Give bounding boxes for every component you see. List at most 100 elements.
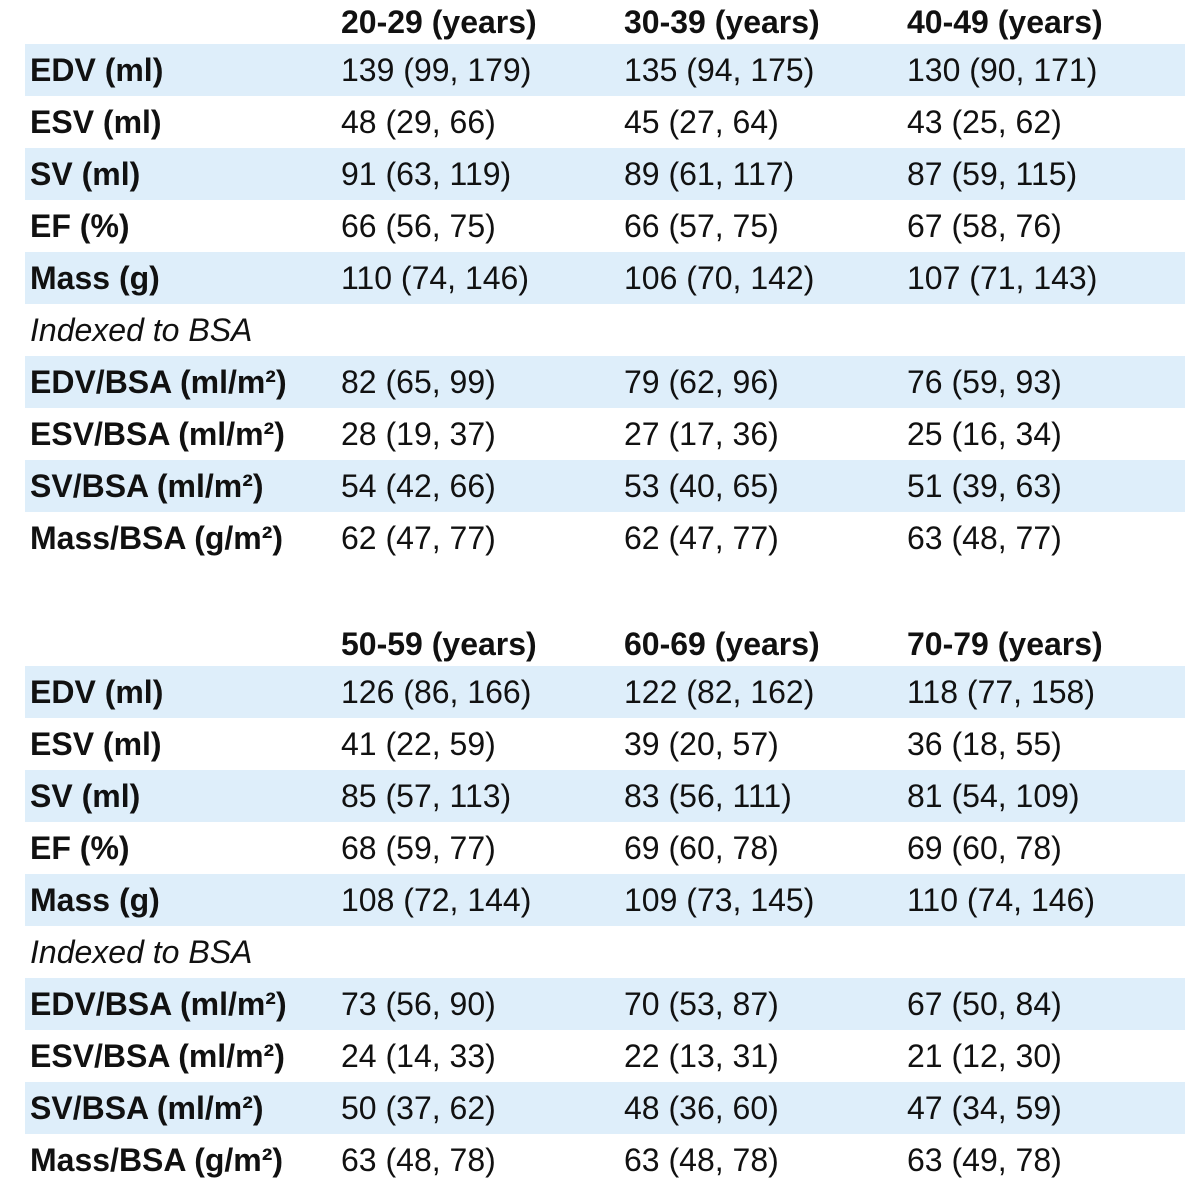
table-cell: 66 (57, 75): [624, 208, 779, 244]
table-cell: 51 (39, 63): [907, 468, 1062, 504]
column-header: 60-69 (years): [624, 626, 820, 662]
table-cell: 50 (37, 62): [341, 1090, 496, 1126]
row-label: Mass (g): [30, 260, 160, 296]
table-row: ESV/BSA (ml/m²) 24 (14, 33) 22 (13, 31) …: [0, 1030, 1185, 1082]
section-label-row: Indexed to BSA: [0, 926, 1185, 978]
table-cell: 110 (74, 146): [907, 882, 1095, 918]
column-header: 70-79 (years): [907, 626, 1103, 662]
table-cell: 69 (60, 78): [907, 830, 1062, 866]
table-cell: 85 (57, 113): [341, 778, 512, 814]
table-row: SV (ml) 85 (57, 113) 83 (56, 111) 81 (54…: [0, 770, 1185, 822]
row-label: SV (ml): [30, 778, 141, 814]
row-label: EF (%): [30, 830, 130, 866]
table-cell: 63 (48, 78): [624, 1142, 779, 1178]
table-cell: 36 (18, 55): [907, 726, 1062, 762]
row-label: EDV/BSA (ml/m²): [30, 986, 287, 1022]
table-row: ESV (ml) 48 (29, 66) 45 (27, 64) 43 (25,…: [0, 96, 1185, 148]
table-cell: 118 (77, 158): [907, 674, 1095, 710]
table-row: Mass/BSA (g/m²) 63 (48, 78) 63 (48, 78) …: [0, 1134, 1185, 1186]
table-cell: 62 (47, 77): [341, 520, 496, 556]
table-cell: 79 (62, 96): [624, 364, 779, 400]
table-row: EF (%) 68 (59, 77) 69 (60, 78) 69 (60, 7…: [0, 822, 1185, 874]
row-label: EDV (ml): [30, 674, 164, 710]
table-cell: 70 (53, 87): [624, 986, 779, 1022]
table-cell: 53 (40, 65): [624, 468, 779, 504]
table-cell: 63 (48, 77): [907, 520, 1062, 556]
table-cell: 68 (59, 77): [341, 830, 496, 866]
table-cell: 135 (94, 175): [624, 52, 815, 88]
table-header-row: 50-59 (years) 60-69 (years) 70-79 (years…: [0, 622, 1185, 666]
table-row: ESV (ml) 41 (22, 59) 39 (20, 57) 36 (18,…: [0, 718, 1185, 770]
table-row: SV/BSA (ml/m²) 54 (42, 66) 53 (40, 65) 5…: [0, 460, 1185, 512]
reference-table-young: 20-29 (years) 30-39 (years) 40-49 (years…: [0, 0, 1185, 564]
table-cell: 62 (47, 77): [624, 520, 779, 556]
table-cell: 63 (48, 78): [341, 1142, 496, 1178]
table-cell: 126 (86, 166): [341, 674, 532, 710]
table-row: EDV (ml) 126 (86, 166) 122 (82, 162) 118…: [0, 666, 1185, 718]
table-cell: 48 (36, 60): [624, 1090, 779, 1126]
table-cell: 48 (29, 66): [341, 104, 496, 140]
row-label: ESV/BSA (ml/m²): [30, 1038, 285, 1074]
table-cell: 27 (17, 36): [624, 416, 779, 452]
row-label: EDV/BSA (ml/m²): [30, 364, 287, 400]
table-cell: 89 (61, 117): [624, 156, 795, 192]
table-cell: 25 (16, 34): [907, 416, 1062, 452]
table-cell: 106 (70, 142): [624, 260, 815, 296]
table-row: EDV (ml) 139 (99, 179) 135 (94, 175) 130…: [0, 44, 1185, 96]
table-row: ESV/BSA (ml/m²) 28 (19, 37) 27 (17, 36) …: [0, 408, 1185, 460]
table-cell: 54 (42, 66): [341, 468, 496, 504]
table-header-row: 20-29 (years) 30-39 (years) 40-49 (years…: [0, 0, 1185, 44]
table-row: SV/BSA (ml/m²) 50 (37, 62) 48 (36, 60) 4…: [0, 1082, 1185, 1134]
table-row: SV (ml) 91 (63, 119) 89 (61, 117) 87 (59…: [0, 148, 1185, 200]
table-cell: 73 (56, 90): [341, 986, 496, 1022]
table-cell: 130 (90, 171): [907, 52, 1098, 88]
row-label: ESV/BSA (ml/m²): [30, 416, 285, 452]
row-label: EDV (ml): [30, 52, 164, 88]
column-header: 40-49 (years): [907, 4, 1103, 40]
section-label: Indexed to BSA: [30, 934, 253, 970]
row-label: ESV (ml): [30, 726, 162, 762]
table-cell: 76 (59, 93): [907, 364, 1062, 400]
table-cell: 69 (60, 78): [624, 830, 779, 866]
table-cell: 109 (73, 145): [624, 882, 815, 918]
row-label: SV/BSA (ml/m²): [30, 1090, 264, 1126]
reference-table-older: 50-59 (years) 60-69 (years) 70-79 (years…: [0, 622, 1185, 1186]
table-row: Mass (g) 110 (74, 146) 106 (70, 142) 107…: [0, 252, 1185, 304]
table-cell: 67 (58, 76): [907, 208, 1062, 244]
column-header: 20-29 (years): [341, 4, 537, 40]
table-cell: 122 (82, 162): [624, 674, 815, 710]
table-cell: 91 (63, 119): [341, 156, 512, 192]
table-cell: 87 (59, 115): [907, 156, 1078, 192]
table-cell: 82 (65, 99): [341, 364, 496, 400]
table-cell: 21 (12, 30): [907, 1038, 1062, 1074]
table-cell: 24 (14, 33): [341, 1038, 496, 1074]
table-cell: 81 (54, 109): [907, 778, 1080, 814]
row-label: Mass (g): [30, 882, 160, 918]
column-header: 50-59 (years): [341, 626, 537, 662]
row-label: ESV (ml): [30, 104, 162, 140]
table-row: Mass (g) 108 (72, 144) 109 (73, 145) 110…: [0, 874, 1185, 926]
table-cell: 45 (27, 64): [624, 104, 779, 140]
table-cell: 108 (72, 144): [341, 882, 532, 918]
row-label: EF (%): [30, 208, 130, 244]
row-label: SV/BSA (ml/m²): [30, 468, 264, 504]
table-row: EF (%) 66 (56, 75) 66 (57, 75) 67 (58, 7…: [0, 200, 1185, 252]
table-cell: 22 (13, 31): [624, 1038, 779, 1074]
table-cell: 47 (34, 59): [907, 1090, 1062, 1126]
row-label: Mass/BSA (g/m²): [30, 1142, 284, 1178]
table-cell: 66 (56, 75): [341, 208, 496, 244]
table-cell: 63 (49, 78): [907, 1142, 1062, 1178]
table-cell: 139 (99, 179): [341, 52, 532, 88]
table-row: EDV/BSA (ml/m²) 82 (65, 99) 79 (62, 96) …: [0, 356, 1185, 408]
section-label: Indexed to BSA: [30, 312, 253, 348]
table-row: EDV/BSA (ml/m²) 73 (56, 90) 70 (53, 87) …: [0, 978, 1185, 1030]
table-cell: 41 (22, 59): [341, 726, 496, 762]
row-label: Mass/BSA (g/m²): [30, 520, 284, 556]
section-label-row: Indexed to BSA: [0, 304, 1185, 356]
table-cell: 83 (56, 111): [624, 778, 792, 814]
row-label: SV (ml): [30, 156, 141, 192]
table-cell: 28 (19, 37): [341, 416, 496, 452]
column-header: 30-39 (years): [624, 4, 820, 40]
table-cell: 107 (71, 143): [907, 260, 1098, 296]
table-cell: 39 (20, 57): [624, 726, 779, 762]
